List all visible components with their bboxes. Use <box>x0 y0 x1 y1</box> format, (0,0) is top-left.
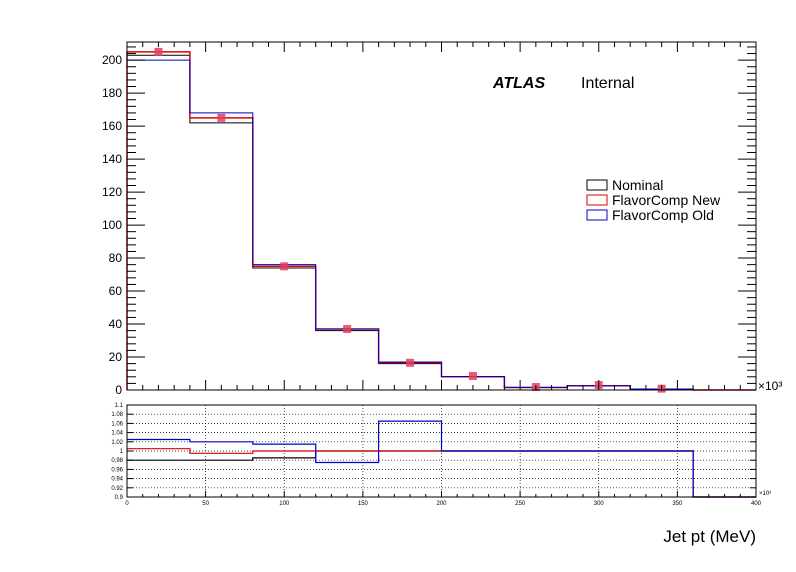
ratio-y-tick-label: 1.08 <box>111 412 123 418</box>
main-series-flavorcomp-old <box>126 59 756 391</box>
ratio-x-tick-label: 0 <box>125 501 129 507</box>
legend-swatch-flavorcomp-old <box>586 209 608 221</box>
atlas-status-label: Internal <box>581 75 634 92</box>
ratio-panel-series <box>127 420 756 498</box>
chart-labels: ATLAS Internal Jet pt (MeV) <box>492 75 756 546</box>
ratio-x-tick-label: 250 <box>515 501 526 507</box>
ratio-y-tick-label: 0.94 <box>111 477 123 483</box>
data-point-marker <box>468 371 477 380</box>
ratio-x-tick-label: 50 <box>202 501 209 507</box>
main-y-tick-label: 0 <box>115 383 122 397</box>
x-axis-label: Jet pt (MeV) <box>663 527 756 546</box>
ratio-x-tick-label: 200 <box>436 501 447 507</box>
data-point-marker <box>217 113 226 122</box>
ratio-y-tick-label: 0.96 <box>111 467 123 473</box>
main-y-tick-label: 140 <box>102 152 122 166</box>
ratio-x-tick-label: 150 <box>358 501 369 507</box>
legend-label-flavorcomp-new: FlavorComp New <box>612 192 721 208</box>
main-y-tick-label: 20 <box>109 350 123 364</box>
data-point-marker <box>280 262 289 271</box>
ratio-y-tick-label: 1 <box>120 449 124 455</box>
ratio-y-tick-label: 0.98 <box>111 458 123 464</box>
main-y-tick-label: 180 <box>102 86 122 100</box>
ratio-y-tick-label: 0.9 <box>115 495 124 501</box>
ratio-x-scale-label: ×10³ <box>759 491 771 497</box>
ratio-y-tick-label: 0.92 <box>111 486 123 492</box>
data-point-marker <box>343 324 352 333</box>
main-panel-axes: 0 20 40 60 80 100 120 140 160 180 200 ×10³ <box>102 41 782 397</box>
legend-swatch-flavorcomp-new <box>586 194 608 206</box>
legend-label-flavorcomp-old: FlavorComp Old <box>612 207 714 223</box>
main-y-tick-label: 200 <box>102 53 122 67</box>
main-y-tick-label: 160 <box>102 119 122 133</box>
main-y-tick-label: 100 <box>102 218 122 232</box>
main-y-tick-label: 120 <box>102 185 122 199</box>
atlas-label: ATLAS <box>492 75 545 92</box>
data-point-marker <box>154 47 163 56</box>
main-y-tick-label: 40 <box>109 317 123 331</box>
data-point-marker <box>406 358 415 367</box>
ratio-y-tick-label: 1.06 <box>111 421 123 427</box>
ratio-y-tick-label: 1.04 <box>111 431 123 437</box>
main-y-tick-label: 80 <box>109 251 123 265</box>
ratio-x-tick-label: 100 <box>279 501 290 507</box>
legend-label-nominal: Nominal <box>612 177 663 193</box>
main-y-scale-label: ×10³ <box>758 379 782 393</box>
ratio-y-tick-label: 1.1 <box>115 403 124 409</box>
ratio-x-tick-label: 350 <box>672 501 683 507</box>
ratio-panel-axes: 0.9 0.92 0.94 0.96 0.98 1 1.02 1.04 1.06 1.08 1.1 0… <box>111 403 771 507</box>
ratio-x-tick-label: 300 <box>594 501 605 507</box>
ratio-x-tick-label: 400 <box>751 501 762 507</box>
ratio-y-tick-label: 1.02 <box>111 440 123 446</box>
legend-swatch-nominal <box>586 179 608 191</box>
ratio-series-flavorcomp-old <box>127 420 756 498</box>
main-y-tick-label: 60 <box>109 284 123 298</box>
